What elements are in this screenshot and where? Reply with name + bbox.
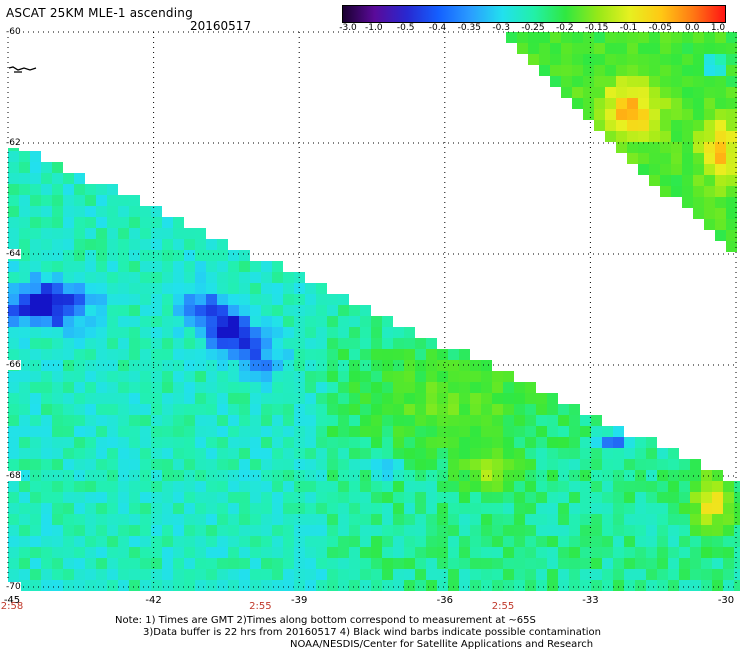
colorbar-tick-label: -0.5 bbox=[396, 23, 415, 33]
longitude-label: -30 bbox=[717, 595, 735, 606]
colorbar-tick-label: -0.4 bbox=[428, 23, 447, 33]
note-line-3: NOAA/NESDIS/Center for Satellite Applica… bbox=[290, 639, 594, 650]
colorbar-tick-label: -3.0 bbox=[339, 23, 357, 33]
longitude-label: -39 bbox=[291, 595, 308, 606]
time-label: 2:58 bbox=[0, 601, 24, 612]
latitude-label: -60 bbox=[6, 27, 21, 37]
map-date: 20160517 bbox=[190, 19, 252, 33]
colorbar bbox=[342, 5, 726, 23]
colorbar-tick-label: -0.1 bbox=[619, 23, 638, 33]
longitude-label: -36 bbox=[436, 595, 453, 606]
latitude-label: -66 bbox=[6, 360, 21, 370]
swath-map bbox=[7, 31, 740, 591]
note-line-2: 3)Data buffer is 22 hrs from 20160517 4)… bbox=[143, 627, 601, 638]
latitude-label: -70 bbox=[6, 582, 21, 592]
colorbar-tick-label: 1.0 bbox=[710, 23, 726, 33]
latitude-label: -62 bbox=[6, 138, 21, 148]
latitude-label: -68 bbox=[6, 471, 21, 481]
map-title: ASCAT 25KM MLE-1 ascending bbox=[6, 6, 193, 20]
colorbar-tick-label: -0.3 bbox=[492, 23, 510, 33]
colorbar-tick-label: 0.0 bbox=[684, 23, 700, 33]
colorbar-tick-label: -0.35 bbox=[457, 23, 481, 33]
colorbar-tick-label: -0.2 bbox=[556, 23, 574, 33]
longitude-label: -42 bbox=[145, 595, 162, 606]
longitude-label: -45 bbox=[3, 595, 21, 606]
time-label: 2:55 bbox=[249, 601, 272, 612]
colorbar-tick-label: -0.05 bbox=[648, 23, 672, 33]
latitude-label: -64 bbox=[6, 249, 21, 259]
colorbar-tick-label: -0.25 bbox=[521, 23, 545, 33]
colorbar-tick-label: -1.0 bbox=[365, 23, 383, 33]
longitude-label: -33 bbox=[582, 595, 599, 606]
time-label: 2:55 bbox=[491, 601, 515, 612]
coastline bbox=[8, 66, 37, 73]
note-line-1: Note: 1) Times are GMT 2)Times along bot… bbox=[115, 615, 536, 626]
colorbar-tick-label: -0.15 bbox=[585, 23, 609, 33]
colorbar-labels: -3.0 -1.0 -0.5 -0.4 -0.35 -0.3 -0.25 -0.2 -0.15-… bbox=[339, 23, 726, 37]
swath-cells bbox=[8, 32, 740, 591]
